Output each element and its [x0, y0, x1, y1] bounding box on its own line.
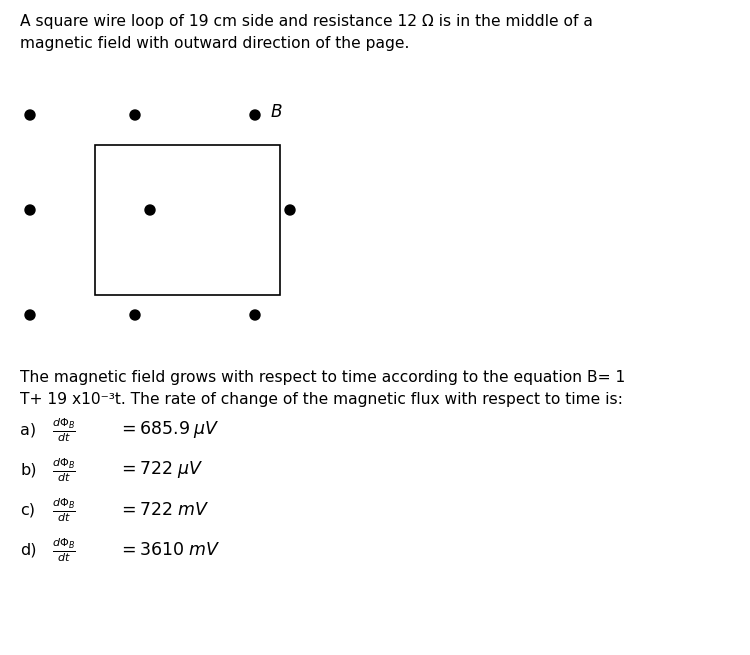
Bar [95, 145, 280, 295]
Circle shape [25, 205, 35, 215]
Text: $\frac{d\Phi_B}{dt}$: $\frac{d\Phi_B}{dt}$ [52, 496, 76, 524]
Circle shape [285, 205, 295, 215]
Circle shape [130, 310, 140, 320]
Text: $\frac{d\Phi_B}{dt}$: $\frac{d\Phi_B}{dt}$ [52, 536, 76, 564]
Text: $\mathit{B}$: $\mathit{B}$ [270, 103, 283, 121]
Text: $= 685.9 \; \mu V$: $= 685.9 \; \mu V$ [118, 419, 220, 441]
Text: $\frac{d\Phi_B}{dt}$: $\frac{d\Phi_B}{dt}$ [52, 416, 76, 444]
Text: d): d) [20, 542, 37, 557]
Circle shape [145, 205, 155, 215]
Text: The magnetic field grows with respect to time according to the equation B= 1: The magnetic field grows with respect to… [20, 370, 626, 385]
Text: T+ 19 x10⁻³t. The rate of change of the magnetic flux with respect to time is:: T+ 19 x10⁻³t. The rate of change of the … [20, 392, 622, 407]
Text: $= 722 \; \mu V$: $= 722 \; \mu V$ [118, 460, 203, 481]
Text: a): a) [20, 422, 36, 438]
Text: c): c) [20, 502, 35, 517]
Circle shape [250, 110, 260, 120]
Circle shape [250, 310, 260, 320]
Text: A square wire loop of 19 cm side and resistance 12 Ω is in the middle of a: A square wire loop of 19 cm side and res… [20, 14, 592, 29]
Text: magnetic field with outward direction of the page.: magnetic field with outward direction of… [20, 36, 410, 51]
Text: $= 3610 \; mV$: $= 3610 \; mV$ [118, 541, 220, 559]
Text: b): b) [20, 462, 37, 477]
Circle shape [25, 310, 35, 320]
Circle shape [25, 110, 35, 120]
Text: $= 722 \; mV$: $= 722 \; mV$ [118, 501, 209, 519]
Circle shape [130, 110, 140, 120]
Text: $\frac{d\Phi_B}{dt}$: $\frac{d\Phi_B}{dt}$ [52, 456, 76, 484]
